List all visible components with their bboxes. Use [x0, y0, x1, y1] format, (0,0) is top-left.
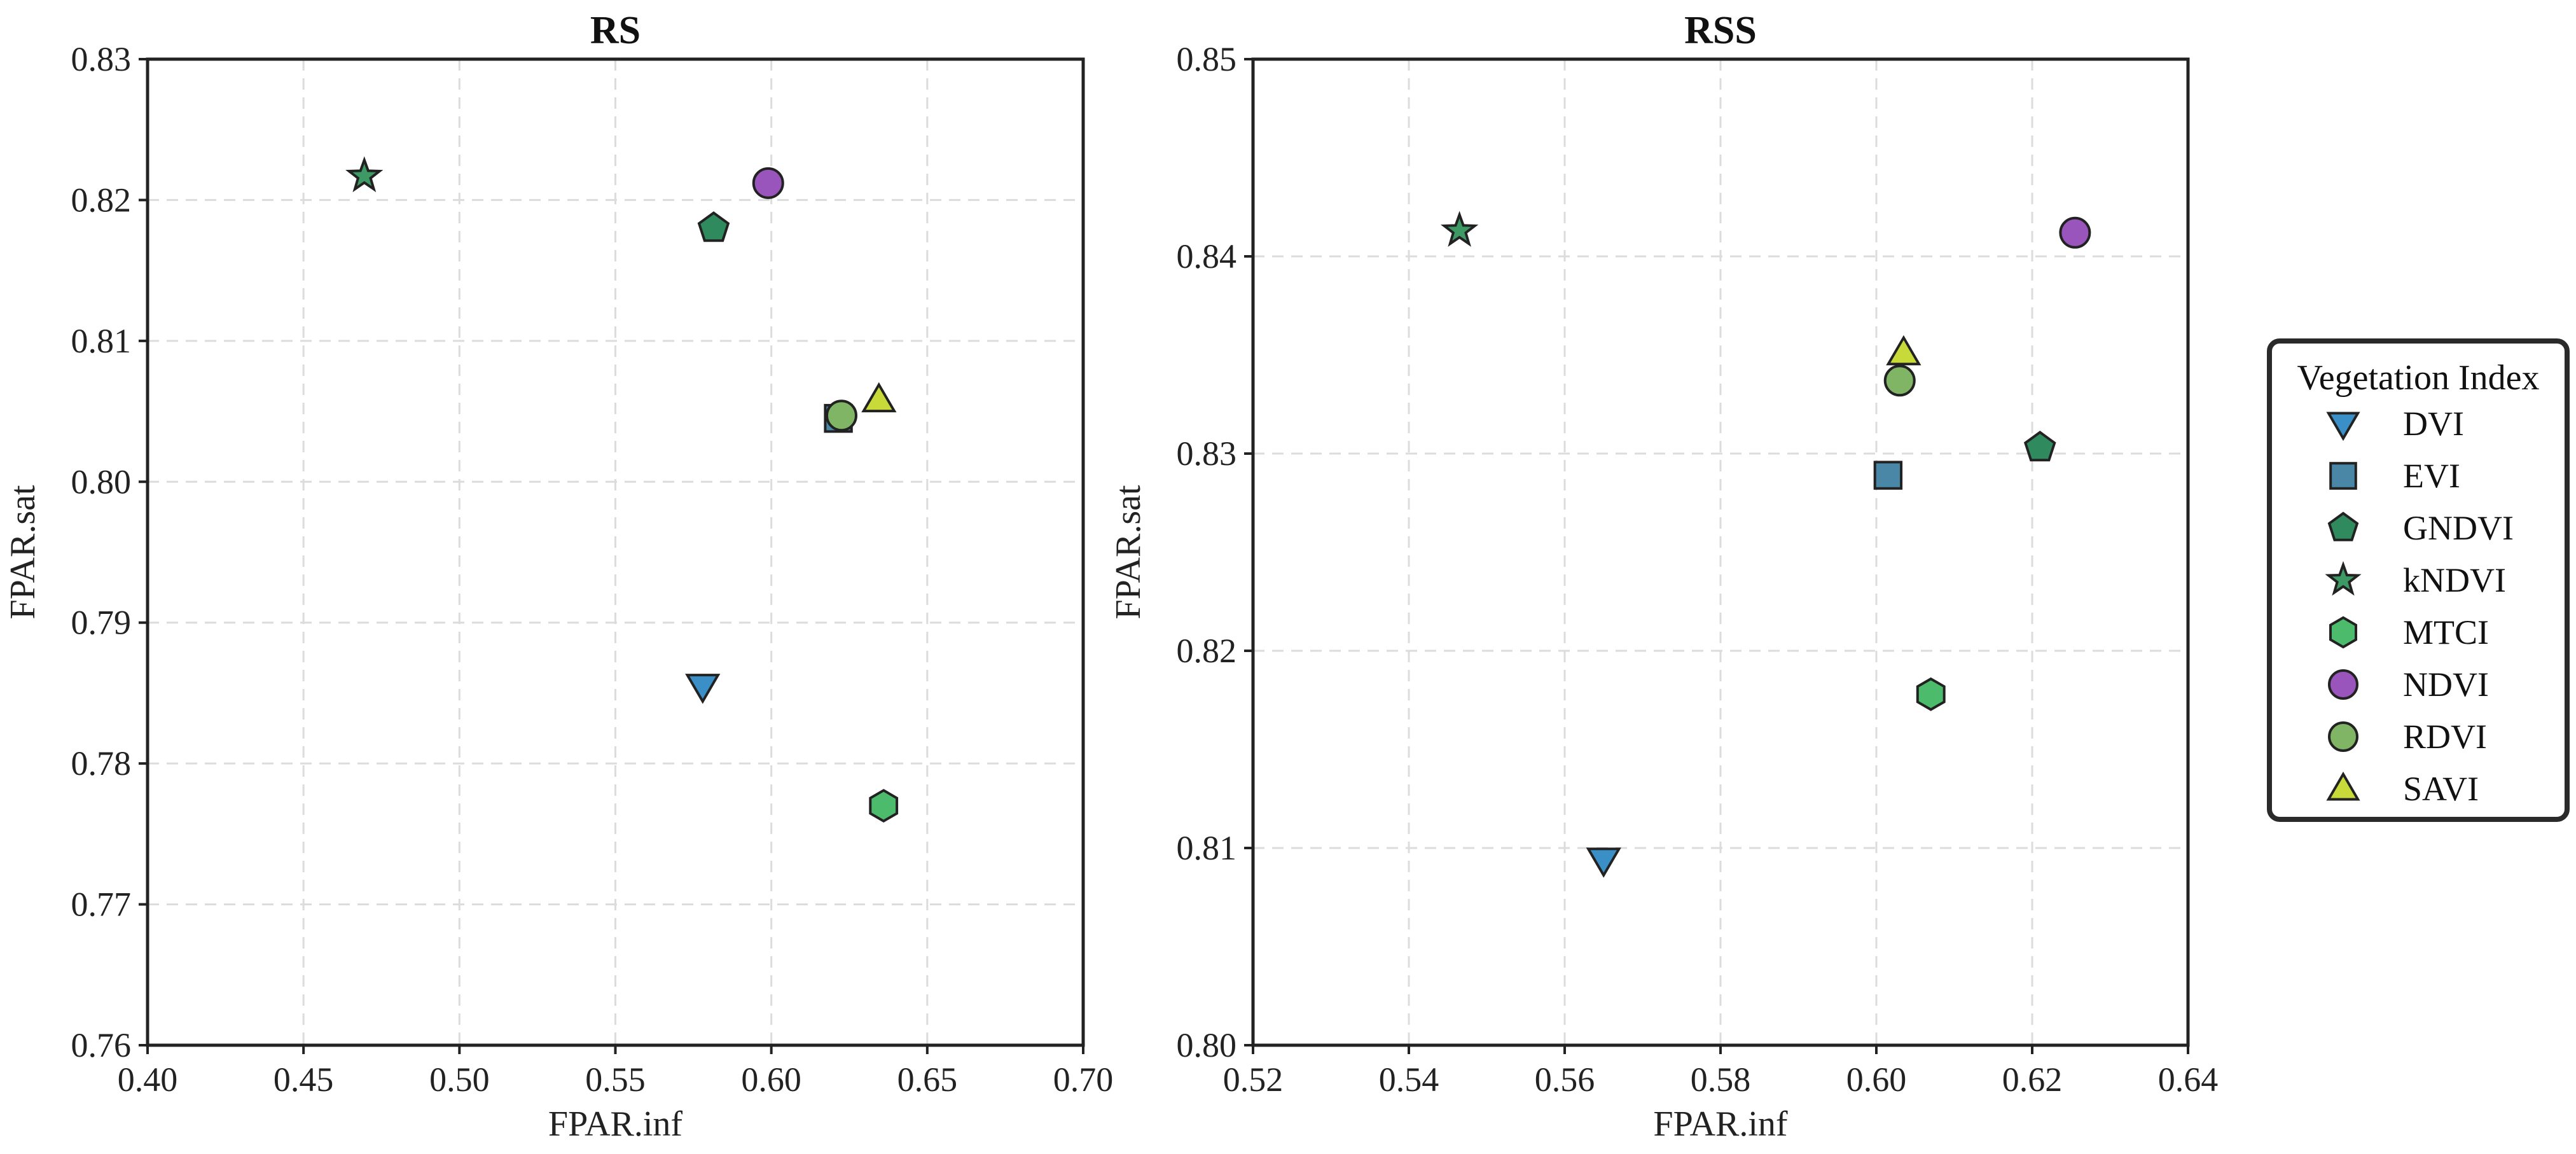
legend-label: GNDVI — [2403, 509, 2514, 547]
point-mtci — [869, 789, 899, 823]
y-tick-label: 0.84 — [1177, 237, 1237, 275]
rs-panel: 0.40 0.45 0.50 0.55 0.60 0.65 0.70 0.76 0.77 0.78… — [3, 9, 1113, 1144]
y-tick-label: 0.79 — [71, 604, 132, 642]
legend-box — [2267, 338, 2570, 822]
x-tick-label: 0.60 — [741, 1060, 801, 1099]
legend-title: Vegetation Index — [2297, 358, 2540, 398]
x-tick-label: 0.64 — [2158, 1060, 2219, 1099]
x-tick-label: 0.58 — [1691, 1060, 1751, 1099]
y-tick-label: 0.81 — [1177, 829, 1237, 867]
point-rdvi — [825, 400, 857, 432]
y-tick-label: 0.83 — [71, 40, 132, 78]
x-tick-label: 0.52 — [1223, 1060, 1284, 1099]
x-tick-label: 0.40 — [118, 1060, 178, 1099]
legend-label: SAVI — [2403, 770, 2479, 808]
y-tick-label: 0.82 — [71, 181, 132, 219]
panel-title: RS — [590, 9, 641, 52]
y-tick-label: 0.80 — [71, 462, 132, 501]
legend-marker-ndvi — [2328, 669, 2358, 700]
point-savi — [861, 382, 897, 413]
legend-marker-dvi — [2326, 412, 2360, 441]
point-mtci — [1916, 677, 1946, 711]
legend: Vegetation Index DVI EVI GNDVI kNDVI MTCI NDVI… — [2267, 338, 2570, 822]
x-tick-label: 0.45 — [274, 1060, 334, 1099]
legend-marker-savi — [2326, 771, 2360, 801]
legend-label: kNDVI — [2403, 561, 2506, 599]
y-tick-label: 0.80 — [1177, 1026, 1237, 1064]
point-gndvi — [697, 211, 730, 242]
plot-frame — [146, 57, 1085, 1047]
point-gndvi — [2023, 431, 2056, 462]
y-tick-label: 0.77 — [71, 886, 132, 924]
point-ndvi — [2059, 216, 2091, 249]
point-ndvi — [752, 167, 784, 199]
panel-title: RSS — [1684, 9, 1757, 52]
x-tick-label: 0.70 — [1053, 1060, 1114, 1099]
x-tick-label: 0.65 — [897, 1060, 958, 1099]
plot-frame — [1251, 57, 2190, 1047]
rss-panel: 0.52 0.54 0.56 0.58 0.60 0.62 0.64 0.80 0.81 0.82… — [1109, 9, 2218, 1144]
x-axis-label: FPAR.inf — [1653, 1104, 1788, 1144]
x-tick-label: 0.54 — [1379, 1060, 1439, 1099]
x-tick-label: 0.60 — [1846, 1060, 1907, 1099]
x-tick-label: 0.50 — [429, 1060, 490, 1099]
y-tick-label: 0.76 — [71, 1026, 132, 1064]
legend-label: NDVI — [2403, 665, 2489, 704]
legend-marker-kndvi — [2325, 560, 2362, 596]
y-axis-label: FPAR.sat — [3, 485, 43, 620]
x-axis-label: FPAR.inf — [548, 1104, 683, 1144]
point-savi — [1886, 335, 1922, 366]
x-tick-label: 0.55 — [585, 1060, 646, 1099]
legend-label: MTCI — [2403, 613, 2489, 651]
legend-marker-evi — [2329, 462, 2357, 490]
y-tick-label: 0.82 — [1177, 632, 1237, 670]
legend-label: RDVI — [2403, 718, 2487, 756]
point-kndvi — [345, 156, 384, 193]
point-dvi — [685, 674, 721, 704]
point-kndvi — [1440, 211, 1479, 247]
y-tick-label: 0.83 — [1177, 434, 1237, 473]
legend-marker-mtci — [2329, 616, 2357, 649]
legend-label: DVI — [2403, 405, 2464, 443]
point-evi — [1873, 461, 1903, 490]
y-axis-label: FPAR.sat — [1109, 485, 1148, 620]
legend-marker-gndvi — [2327, 511, 2359, 541]
legend-marker-rdvi — [2328, 721, 2358, 752]
y-tick-label: 0.81 — [71, 322, 132, 360]
point-rdvi — [1883, 365, 1916, 397]
point-dvi — [1586, 847, 1621, 878]
x-tick-label: 0.56 — [1535, 1060, 1595, 1099]
x-tick-label: 0.62 — [2002, 1060, 2063, 1099]
y-tick-label: 0.85 — [1177, 40, 1237, 78]
legend-label: EVI — [2403, 457, 2460, 495]
y-tick-label: 0.78 — [71, 744, 132, 782]
